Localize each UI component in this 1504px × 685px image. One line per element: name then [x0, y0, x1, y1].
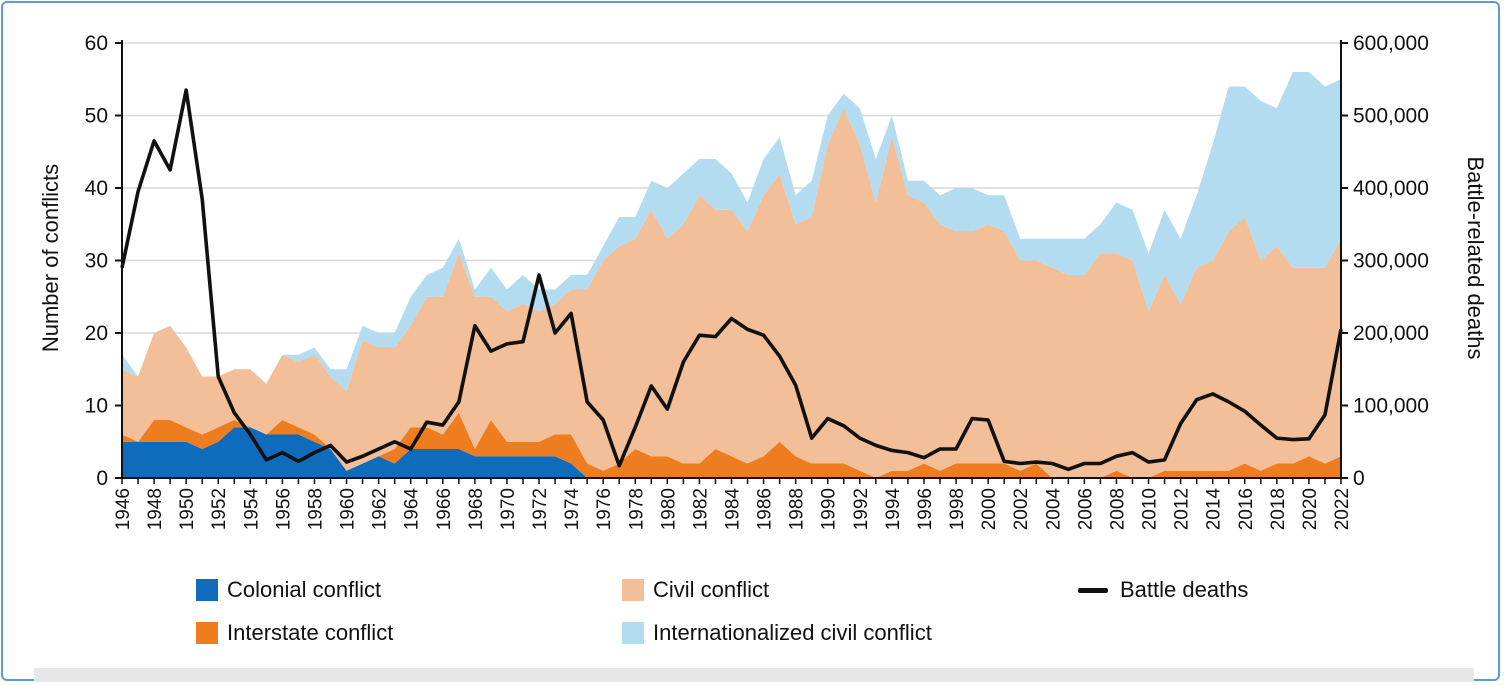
x-tick-label: 1976 — [594, 488, 615, 530]
legend-swatch-colonial — [196, 579, 218, 601]
y-tick-label: 40 — [85, 177, 108, 200]
x-tick-label: 1964 — [402, 488, 423, 531]
y2-tick-label: 500,000 — [1353, 105, 1429, 128]
x-tick-label: 1984 — [723, 488, 744, 531]
x-tick-label: 1970 — [498, 488, 519, 530]
legend-label-interstate: Interstate conflict — [227, 620, 394, 645]
y2-tick-label: 100,000 — [1353, 395, 1429, 418]
x-tick-label: 2000 — [979, 488, 1000, 530]
x-tick-label: 1952 — [209, 488, 230, 530]
x-tick-label: 1982 — [690, 488, 711, 530]
legend-swatch-interstate — [196, 622, 218, 644]
y-tick-label: 30 — [85, 250, 108, 273]
x-tick-label: 2016 — [1236, 488, 1257, 530]
y2-tick-label: 400,000 — [1353, 177, 1429, 200]
y2-tick-label: 200,000 — [1353, 322, 1429, 345]
legend-label-battle-deaths: Battle deaths — [1120, 577, 1249, 602]
axes: 0 10 20 30 40 50 60 0 100,000 200,000 300,000 400,0… — [85, 32, 1429, 530]
x-tick-label: 2020 — [1300, 488, 1321, 530]
x-tick-label: 1988 — [787, 488, 808, 530]
x-tick-label: 2012 — [1172, 488, 1193, 530]
battle-deaths-line-group — [120, 88, 1343, 472]
y2-axis-label: Battle-related deaths — [1463, 156, 1488, 359]
x-tick-label: 1992 — [851, 488, 872, 530]
area-civil-conflict — [122, 108, 1341, 478]
y-tick-label: 20 — [85, 322, 108, 345]
x-tick-label: 1958 — [305, 488, 326, 530]
x-tick-label: 1948 — [145, 488, 166, 530]
x-tick-label: 1946 — [113, 488, 134, 530]
x-tick-label: 1978 — [626, 488, 647, 530]
x-tick-label: 1974 — [562, 488, 583, 531]
x-tick-label: 2002 — [1011, 488, 1032, 530]
stacked-areas — [122, 72, 1341, 478]
y-tick-label: 50 — [85, 105, 108, 128]
y2-tick-label: 600,000 — [1353, 32, 1429, 55]
area-colonial-conflict — [122, 427, 1341, 478]
legend-swatch-internationalized — [622, 622, 644, 644]
y-tick-label: 10 — [85, 395, 108, 418]
legend-item-interstate: Interstate conflict — [196, 620, 393, 646]
line-battle-deaths — [120, 88, 1343, 472]
y-tick-label: 60 — [85, 32, 108, 55]
area-internationalized-civil-conflict — [122, 72, 1341, 391]
y-tick-label: 0 — [96, 467, 108, 490]
x-tick-label: 1968 — [466, 488, 487, 530]
x-tick-label: 1998 — [947, 488, 968, 530]
legend-label-colonial: Colonial conflict — [227, 577, 382, 602]
x-tick-label: 1972 — [530, 488, 551, 530]
legend-item-internationalized: Internationalized civil conflict — [622, 620, 932, 646]
legend-swatch-civil — [622, 579, 644, 601]
x-tick-label: 1962 — [370, 488, 391, 530]
x-tick-label: 1994 — [883, 488, 904, 531]
y2-tick-label: 0 — [1353, 467, 1365, 490]
x-tick-label: 1980 — [658, 488, 679, 530]
x-tick-label: 2018 — [1268, 488, 1289, 530]
x-tick-label: 2006 — [1075, 488, 1096, 530]
x-tick-label: 1996 — [915, 488, 936, 530]
legend-swatch-battle-deaths — [1078, 587, 1108, 593]
y2-tick-label: 300,000 — [1353, 250, 1429, 273]
y-axis-label: Number of conflicts — [38, 164, 63, 352]
legend-item-civil: Civil conflict — [622, 577, 769, 603]
x-tick-label: 1986 — [755, 488, 776, 530]
x-tick-label: 2008 — [1107, 488, 1128, 530]
legend-label-internationalized: Internationalized civil conflict — [653, 620, 932, 645]
x-tick-label: 1990 — [819, 488, 840, 530]
x-tick-label: 1950 — [177, 488, 198, 530]
legend-label-civil: Civil conflict — [653, 577, 770, 602]
footer-strip — [34, 668, 1474, 682]
x-tick-label: 2014 — [1204, 488, 1225, 531]
legend-item-colonial: Colonial conflict — [196, 577, 381, 603]
legend-item-battle-deaths: Battle deaths — [1078, 577, 1248, 603]
x-tick-label: 2022 — [1332, 488, 1353, 530]
x-tick-label: 1956 — [273, 488, 294, 530]
x-tick-label: 1966 — [434, 488, 455, 530]
x-tick-label: 2004 — [1043, 488, 1064, 531]
x-tick-label: 1960 — [338, 488, 359, 530]
x-tick-label: 1954 — [241, 488, 262, 531]
x-tick-label: 2010 — [1140, 488, 1161, 530]
area-interstate-conflict — [122, 412, 1341, 478]
